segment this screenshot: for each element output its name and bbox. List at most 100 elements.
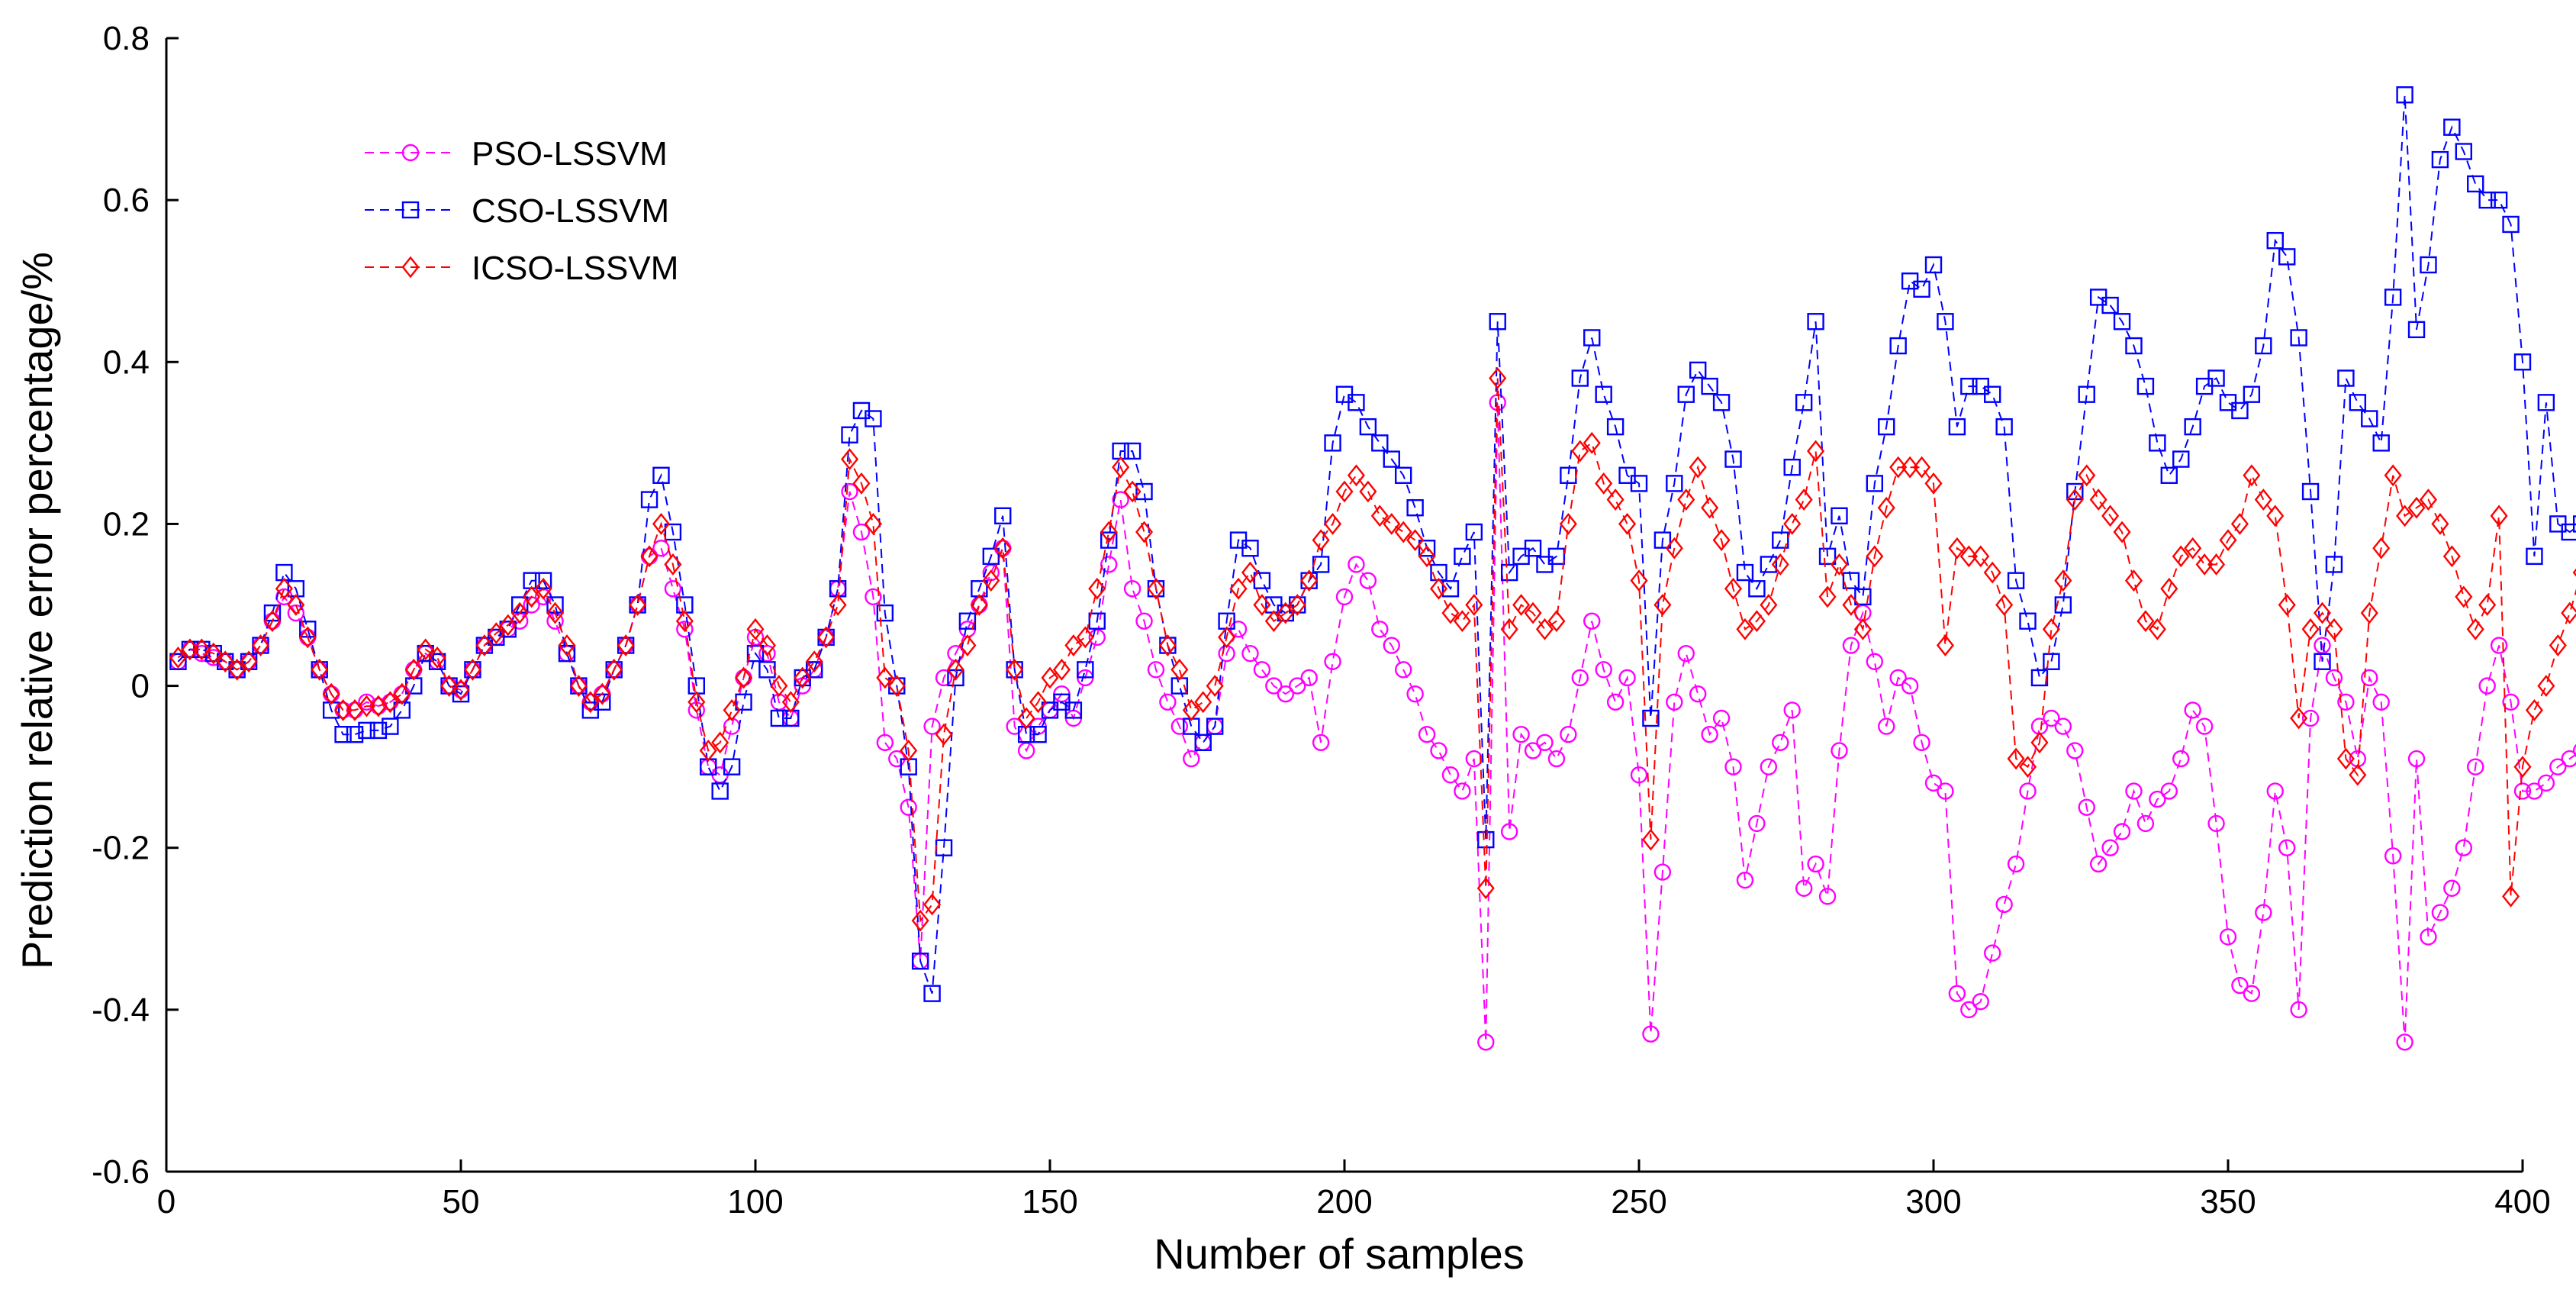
data-point <box>1701 377 1718 395</box>
data-point <box>1312 529 1330 552</box>
data-point <box>958 612 977 630</box>
data-point <box>1500 563 1518 582</box>
data-point <box>1112 456 1130 479</box>
data-point <box>1818 547 1837 566</box>
data-point <box>1524 742 1542 759</box>
data-point <box>1677 644 1695 663</box>
data-point <box>723 758 741 775</box>
data-point <box>2278 248 2296 266</box>
data-point <box>1088 628 1106 646</box>
data-point <box>1606 418 1624 436</box>
data-point <box>1818 888 1837 905</box>
data-point <box>298 626 317 649</box>
data-point <box>334 698 353 721</box>
x-tick-label: 50 <box>443 1183 480 1220</box>
data-point <box>1948 985 1966 1002</box>
data-point <box>1606 489 1624 511</box>
data-point <box>2266 505 2285 527</box>
data-point <box>1748 814 1766 833</box>
data-point <box>1206 675 1224 697</box>
data-point <box>1795 489 1813 511</box>
data-point <box>1359 572 1377 589</box>
data-point <box>2314 653 2331 670</box>
data-point <box>1665 537 1683 559</box>
data-point <box>1429 577 1448 600</box>
data-point <box>1666 693 1683 711</box>
data-point <box>2360 601 2378 624</box>
data-point <box>935 669 953 687</box>
data-point <box>581 691 600 714</box>
data-point <box>1158 634 1177 656</box>
data-point <box>2266 782 2284 800</box>
data-point <box>1371 621 1389 638</box>
data-point <box>2420 256 2437 274</box>
data-point <box>2018 756 2037 779</box>
data-point <box>1170 658 1189 681</box>
data-point <box>1312 734 1330 752</box>
data-point <box>1441 601 1460 624</box>
data-point <box>1936 634 1954 656</box>
data-point <box>2172 750 2190 768</box>
data-point <box>1736 563 1754 582</box>
data-point <box>510 601 529 624</box>
data-point <box>1866 475 1884 492</box>
data-point <box>1913 456 1931 479</box>
data-point <box>1760 594 1778 616</box>
data-point <box>1995 895 2013 914</box>
data-point <box>2136 814 2155 833</box>
data-point <box>2243 464 2261 487</box>
data-point <box>2113 823 2131 840</box>
data-point <box>2019 782 2037 800</box>
data-point <box>2513 756 2532 779</box>
data-point <box>2455 839 2473 856</box>
data-point <box>1370 505 1389 527</box>
data-point <box>2431 513 2449 535</box>
data-point <box>2478 191 2496 209</box>
data-point <box>1406 499 1424 517</box>
data-point <box>1454 547 1471 566</box>
data-point <box>1853 617 1872 640</box>
data-point <box>2455 585 2473 608</box>
data-point <box>2384 464 2402 487</box>
data-point <box>2195 553 2214 576</box>
data-point <box>1736 871 1754 889</box>
data-point <box>2184 418 2201 436</box>
data-point <box>1524 601 1542 624</box>
data-point <box>1277 685 1295 703</box>
data-point <box>1029 726 1047 743</box>
data-point <box>287 594 305 616</box>
data-point <box>887 675 906 697</box>
data-point <box>1465 594 1483 616</box>
data-point <box>1630 475 1648 492</box>
data-point <box>428 646 446 669</box>
data-point <box>605 658 623 681</box>
data-point <box>2513 353 2532 371</box>
data-point <box>1583 329 1601 347</box>
data-point <box>452 679 470 701</box>
data-point <box>1642 709 1660 727</box>
data-point <box>676 621 694 638</box>
data-point <box>169 653 187 670</box>
data-point <box>1288 594 1306 616</box>
data-point <box>2160 782 2178 800</box>
data-point <box>2478 594 2497 616</box>
data-point <box>652 466 670 484</box>
data-point <box>2207 814 2225 833</box>
data-point <box>735 693 752 711</box>
data-point <box>2160 466 2178 484</box>
data-point <box>1241 561 1260 584</box>
data-point <box>2502 215 2520 234</box>
data-point <box>2019 612 2037 630</box>
data-point <box>911 953 929 970</box>
data-point <box>994 507 1012 525</box>
data-point <box>829 594 847 616</box>
data-point <box>1088 577 1106 600</box>
data-point <box>2160 577 2178 600</box>
data-point <box>1712 394 1731 411</box>
data-point <box>758 634 776 656</box>
data-point <box>1724 758 1742 775</box>
data-point <box>381 691 399 714</box>
data-point <box>864 513 882 535</box>
data-point <box>2549 634 2567 656</box>
